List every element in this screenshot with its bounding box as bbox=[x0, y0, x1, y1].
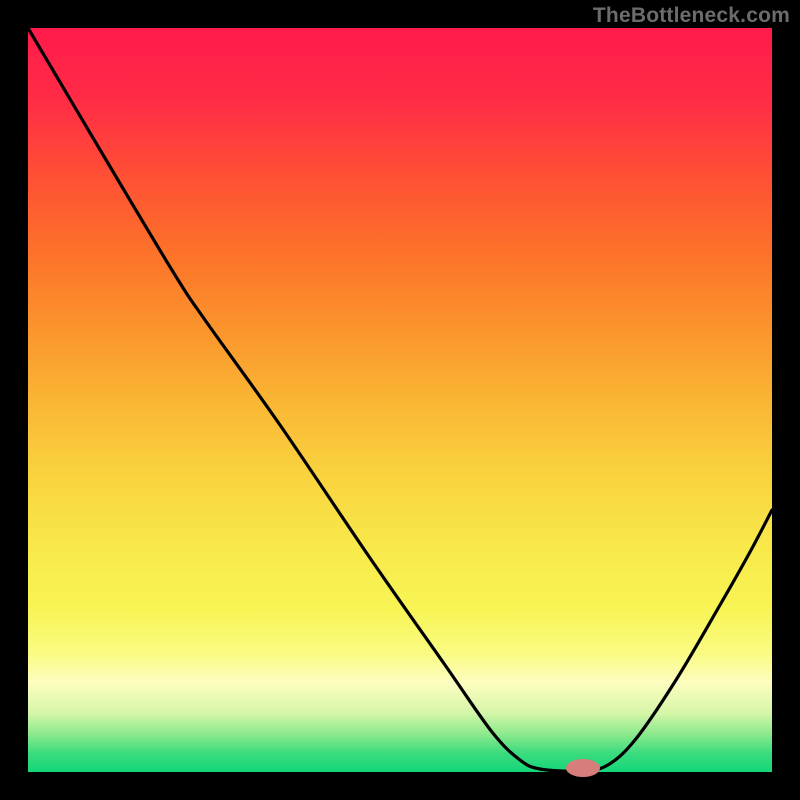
watermark-text: TheBottleneck.com bbox=[593, 4, 790, 28]
target-marker bbox=[566, 759, 600, 777]
chart-root: TheBottleneck.com bbox=[0, 0, 800, 800]
bottleneck-chart bbox=[0, 0, 800, 800]
gradient-background bbox=[28, 28, 772, 772]
